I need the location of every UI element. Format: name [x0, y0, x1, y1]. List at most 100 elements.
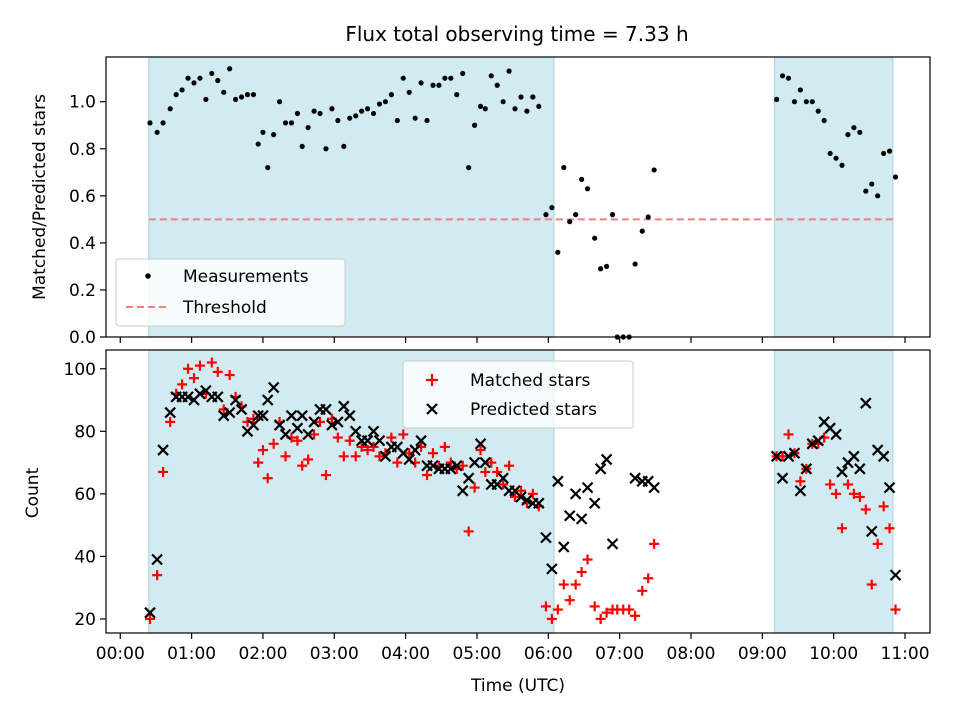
count-panel-x-ticks: 00:00 01:00 02:00 03:00 04:00 05:00 06:00 07:00… [96, 633, 930, 664]
count-x-tick-label: 08:00 [667, 644, 716, 664]
count-panel-ylabel: Count [23, 467, 43, 518]
count-y-tick-label: 80 [74, 422, 96, 442]
ratio-panel-y-ticks: 0.0 0.2 0.4 0.6 0.8 1.0 [69, 93, 106, 348]
matched-star-point [398, 429, 409, 440]
matched-star-point [350, 451, 361, 462]
predicted-star-stroke [373, 434, 386, 447]
predicted-star-stroke [865, 525, 878, 538]
count-x-tick-label: 06:00 [524, 644, 573, 664]
measurement-point [506, 68, 512, 74]
count-legend-box [402, 360, 634, 429]
predicted-star-point [830, 428, 842, 441]
predicted-star-stroke [338, 400, 350, 413]
predicted-star-point [569, 488, 582, 500]
predicted-star-point [770, 450, 783, 463]
matched-star-point [504, 460, 515, 471]
matched-star-point [463, 526, 474, 537]
predicted-star-point [462, 472, 475, 484]
measurement-point [518, 94, 524, 100]
matched-star-point [795, 476, 806, 487]
matched-star-point [439, 441, 450, 452]
matched-star-point [492, 466, 503, 477]
predicted-star-point [865, 525, 878, 538]
predicted-star-stroke [642, 475, 654, 488]
predicted-star-stroke [788, 447, 801, 459]
matched-star-point [831, 488, 842, 499]
measurement-point [779, 73, 786, 79]
count-x-tick-label: 10:00 [809, 644, 858, 664]
measurement-point [364, 106, 371, 112]
matched-star-point [262, 473, 273, 484]
predicted-star-point [575, 513, 588, 525]
matched-star-point [515, 485, 526, 496]
predicted-star-stroke [445, 463, 457, 475]
measurement-point [460, 70, 466, 77]
measurement-point [260, 129, 266, 135]
measurement-point [609, 212, 616, 218]
matched-star-point [253, 457, 264, 468]
matched-star-point [386, 432, 397, 443]
matched-star-point [427, 448, 438, 459]
predicted-star-stroke [223, 406, 236, 419]
predicted-star-point [164, 406, 176, 419]
predicted-star-point [883, 481, 896, 494]
ratio-y-tick-label: 0.0 [69, 328, 96, 348]
predicted-star-stroke [252, 409, 264, 422]
matched-star-point [480, 466, 491, 477]
count-legend-predicted-label: Predicted stars [470, 400, 597, 420]
predicted-star-stroke [474, 438, 487, 450]
matched-star-point [212, 366, 223, 377]
measurement-point [863, 188, 869, 194]
predicted-star-point [144, 606, 156, 619]
predicted-star-stroke [320, 403, 332, 416]
predicted-star-point [427, 459, 439, 472]
matched-star-point [292, 435, 303, 446]
ratio-legend-measurements-label: Measurements [183, 267, 309, 287]
measurement-point [154, 129, 160, 135]
measurement-point [244, 92, 251, 98]
count-y-tick-label: 60 [74, 485, 96, 505]
predicted-star-stroke [296, 409, 308, 422]
predicted-star-stroke [164, 406, 176, 419]
predicted-star-point [415, 434, 427, 447]
matched-star-point [280, 451, 291, 462]
ratio-legend: Measurements Threshold [115, 258, 346, 327]
predicted-star-point [367, 425, 380, 438]
count-x-tick-label: 03:00 [310, 644, 359, 664]
measurement-point [494, 82, 500, 88]
predicted-star-point [361, 434, 374, 447]
count-x-tick-label: 09:00 [738, 644, 787, 664]
predicted-star-point [848, 450, 860, 463]
predicted-star-stroke [557, 541, 570, 553]
predicted-star-stroke [552, 475, 564, 488]
measurement-point [173, 92, 179, 98]
measurement-point [370, 110, 377, 117]
matched-star-point [595, 613, 606, 624]
measurement-point [255, 141, 261, 147]
predicted-star-point [588, 497, 601, 510]
predicted-star-point [332, 416, 344, 428]
measurement-point [209, 70, 215, 77]
matched-star-point [546, 613, 557, 624]
measurement-point [815, 108, 821, 114]
predicted-star-point [533, 497, 545, 510]
measurement-point [329, 106, 335, 112]
predicted-star-stroke [540, 531, 552, 544]
predicted-star-point [279, 428, 292, 441]
predicted-star-stroke [379, 450, 392, 463]
measurement-point [549, 204, 555, 211]
matched-star-point [332, 432, 343, 443]
predicted-star-point [629, 472, 641, 484]
predicted-star-point [273, 419, 286, 431]
predicted-star-point [338, 400, 350, 413]
count-panel: 20 40 60 80 100 00:00 01:00 02:00 03:00 04:00 05:… [23, 349, 931, 696]
predicted-star-point [296, 409, 308, 422]
matched-star-point [457, 460, 468, 471]
predicted-star-point [291, 422, 304, 434]
measurement-point [845, 132, 851, 138]
measurement-point [305, 124, 311, 131]
ratio-y-tick-label: 0.2 [69, 281, 96, 301]
matched-star-point [498, 479, 509, 490]
matched-star-point [297, 460, 308, 471]
matched-star-point [552, 604, 563, 615]
